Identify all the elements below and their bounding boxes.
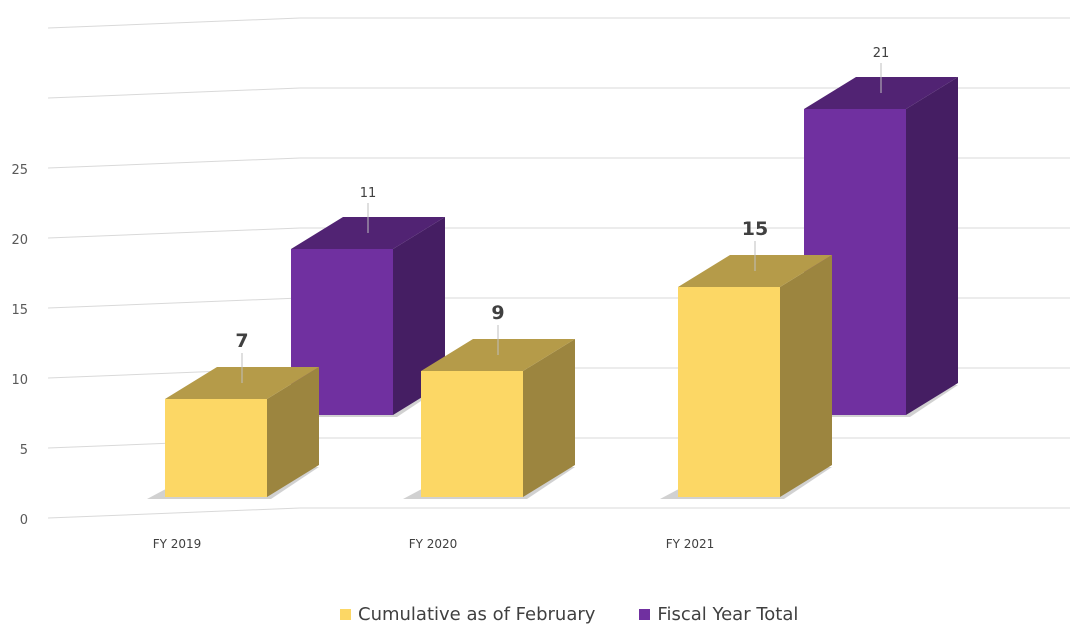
bar-cumulative-data-label: 7 xyxy=(235,330,248,352)
side-gridline xyxy=(47,297,301,309)
x-tick-label: FY 2019 xyxy=(153,537,202,551)
legend: Cumulative as of February Fiscal Year To… xyxy=(340,604,842,625)
y-tick-label: 15 xyxy=(11,303,28,318)
side-gridline xyxy=(47,227,301,239)
legend-item-fiscal-year-total: Fiscal Year Total xyxy=(639,604,798,625)
bar-cumulative-side xyxy=(780,255,832,497)
y-tick-label: 5 xyxy=(20,443,28,458)
bar-cumulative-side xyxy=(523,339,575,497)
bar-cumulative-front xyxy=(678,287,780,497)
legend-swatch-fiscal-year-total xyxy=(639,609,651,620)
bar-cumulative-side xyxy=(267,367,319,497)
x-tick-label: FY 2021 xyxy=(666,537,715,551)
bar-fiscal-year-total-data-label: 11 xyxy=(360,186,377,201)
bar-cumulative-data-label: 15 xyxy=(742,218,768,240)
side-gridline xyxy=(47,507,301,519)
x-tick-label: FY 2020 xyxy=(409,537,458,551)
bar-cumulative-front xyxy=(165,399,267,497)
bar-fiscal-year-total-data-label: 21 xyxy=(873,46,890,61)
bar-cumulative-data-label: 9 xyxy=(491,302,504,324)
y-tick-label: 20 xyxy=(11,233,28,248)
legend-item-cumulative: Cumulative as of February xyxy=(340,604,595,625)
bar-fiscal-year-total-side xyxy=(906,77,958,415)
bar-cumulative-front xyxy=(421,371,523,497)
side-gridline xyxy=(47,157,301,169)
y-tick-label: 0 xyxy=(20,513,28,528)
legend-swatch-cumulative xyxy=(340,609,351,620)
y-tick-label: 25 xyxy=(11,163,28,178)
side-gridline xyxy=(47,17,301,29)
legend-label-cumulative: Cumulative as of February xyxy=(358,604,596,625)
y-tick-label: 10 xyxy=(11,373,28,388)
side-gridline xyxy=(47,87,301,99)
legend-label-fiscal-year-total: Fiscal Year Total xyxy=(657,604,799,625)
